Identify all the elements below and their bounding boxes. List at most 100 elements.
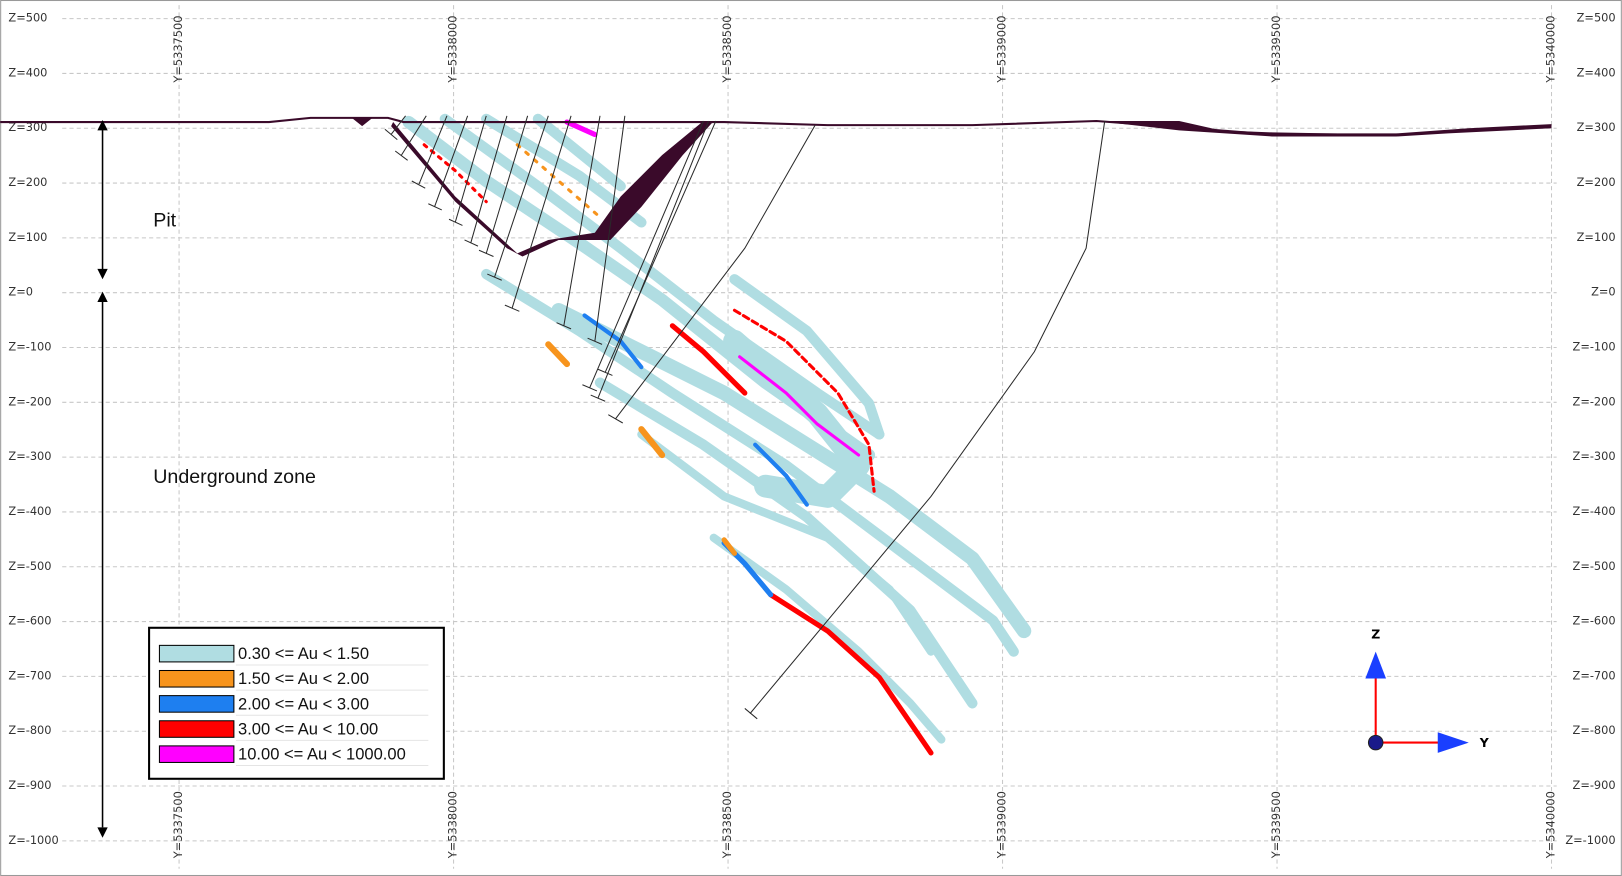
underground-label: Underground zone xyxy=(153,466,316,488)
z-label: Z=-700 xyxy=(1573,668,1616,682)
drill-hole xyxy=(587,115,626,345)
z-label: Z=-600 xyxy=(8,614,51,628)
z-label: Z=-1000 xyxy=(8,833,58,847)
z-label: Z=-1000 xyxy=(1565,833,1615,847)
y-label: Y=5337500 xyxy=(171,791,185,859)
y-label: Y=5338500 xyxy=(720,16,734,84)
z-label: Z=-500 xyxy=(1573,559,1616,573)
ore-lens xyxy=(551,303,1032,639)
y-label: Y=5339000 xyxy=(995,791,1009,859)
z-label: Z=100 xyxy=(1577,230,1616,244)
terrain xyxy=(0,116,1552,257)
z-label: Z=-300 xyxy=(8,449,51,463)
y-label: Y=5339500 xyxy=(1269,791,1283,859)
legend-swatch xyxy=(158,669,235,688)
drill-hole xyxy=(608,124,816,424)
legend-swatch xyxy=(158,644,235,663)
legend-swatch xyxy=(158,720,235,738)
z-label: Z=-800 xyxy=(8,723,51,737)
ore-lens xyxy=(709,533,946,744)
drill-hole xyxy=(487,115,549,281)
ore-lens xyxy=(532,113,626,192)
axis-triad: Z Y xyxy=(1365,627,1490,753)
z-label: Z=200 xyxy=(1577,175,1616,189)
grade-seg xyxy=(515,143,602,219)
y-label: Y=5339500 xyxy=(1269,16,1283,84)
drill-hole xyxy=(464,115,508,247)
z-label: Z=300 xyxy=(1577,120,1616,134)
grid: Z=500 Z=500 Z=400 Z=400 Z=300 Z=300 Z=200 Z=200… xyxy=(8,5,1616,869)
legend-label: 3.00 <= Au < 10.00 xyxy=(238,719,378,738)
z-label: Z=200 xyxy=(8,175,47,189)
z-label: Z=400 xyxy=(1577,65,1616,79)
ore-lens xyxy=(729,274,885,440)
z-label: Z=-800 xyxy=(1573,723,1616,737)
y-label: Y=5338000 xyxy=(446,16,460,84)
z-label: Z=300 xyxy=(8,120,47,134)
y-label: Y=5338000 xyxy=(446,791,460,859)
pit-shell xyxy=(391,121,714,257)
very-high-grade xyxy=(738,355,861,457)
y-label: Y=5338500 xyxy=(720,791,734,859)
ore-lens xyxy=(481,268,1019,657)
z-label: Z=-700 xyxy=(8,668,51,682)
z-label: Z=-600 xyxy=(1573,614,1616,628)
ore-core xyxy=(723,329,870,508)
drill-hole xyxy=(582,120,704,392)
z-label: Z=0 xyxy=(8,285,33,299)
z-label: Z=0 xyxy=(1591,285,1616,299)
legend-swatch xyxy=(158,745,235,763)
ore-lens xyxy=(594,377,978,709)
grade-highlights xyxy=(422,119,934,756)
legend-label: 1.50 <= Au < 2.00 xyxy=(238,669,369,688)
y-label: Y=5340000 xyxy=(1544,16,1558,84)
overburden xyxy=(351,117,1552,137)
drill-hole xyxy=(394,115,427,161)
z-label: Z=-100 xyxy=(8,340,51,354)
triad-y-label: Y xyxy=(1479,735,1490,750)
legend-swatch xyxy=(158,695,235,713)
z-label: Z=500 xyxy=(8,11,47,25)
legend: 0.30 <= Au < 1.50 1.50 <= Au < 2.00 2.00 <… xyxy=(148,626,445,780)
drill-hole xyxy=(478,115,529,257)
high-grade xyxy=(768,592,934,756)
drill-hole xyxy=(428,115,469,211)
drill-hole xyxy=(504,115,572,312)
drill-hole xyxy=(556,115,601,330)
drill-hole xyxy=(590,120,710,402)
y-label: Y=5339000 xyxy=(995,16,1009,84)
high-grade xyxy=(422,143,488,204)
drill-hole xyxy=(384,115,406,141)
y-label: Y=5340000 xyxy=(1544,791,1558,859)
triad-origin xyxy=(1367,734,1384,751)
legend-label: 0.30 <= Au < 1.50 xyxy=(238,644,369,663)
zone-arrows xyxy=(97,119,108,838)
high-grade xyxy=(669,323,748,396)
legend-label: 2.00 <= Au < 3.00 xyxy=(238,694,369,713)
very-high-grade xyxy=(564,119,598,138)
z-label: Z=-900 xyxy=(8,778,51,792)
ore-lens xyxy=(439,113,885,440)
z-label: Z=-500 xyxy=(8,559,51,573)
z-label: Z=400 xyxy=(8,65,47,79)
z-label: Z=-100 xyxy=(1573,340,1616,354)
triad-z-head xyxy=(1365,651,1387,679)
pit-label: Pit xyxy=(153,210,176,232)
z-label: Z=-200 xyxy=(1573,394,1616,408)
y-label: Y=5337500 xyxy=(171,16,185,84)
ore-lens xyxy=(637,430,936,656)
ore-bodies xyxy=(402,113,1032,744)
z-label: Z=-400 xyxy=(1573,504,1616,518)
grade-seg xyxy=(753,442,809,507)
z-label: Z=-400 xyxy=(8,504,51,518)
triad-z-label: Z xyxy=(1371,627,1380,642)
drill-hole xyxy=(448,115,487,226)
z-label: Z=-200 xyxy=(8,394,51,408)
drill-holes xyxy=(384,115,1106,720)
grade-seg xyxy=(545,341,571,368)
grade-seg xyxy=(638,426,666,459)
high-grade xyxy=(732,308,876,493)
drill-hole xyxy=(411,115,448,189)
